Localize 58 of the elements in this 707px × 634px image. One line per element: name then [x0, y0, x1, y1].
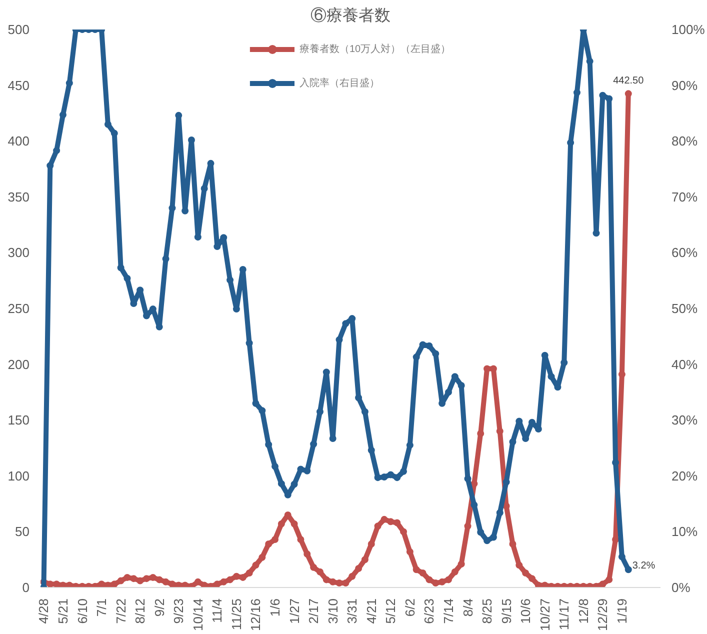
y-tick-label: 400 [8, 134, 30, 149]
x-tick-label: 12/16 [248, 598, 264, 632]
x-tick-label: 8/12 [132, 598, 148, 624]
x-tick-label: 11/4 [210, 598, 225, 623]
y-tick-label: 300 [8, 245, 30, 260]
x-tick-label: 10/6 [518, 598, 534, 624]
x-tick-label: 7/1 [94, 598, 110, 617]
x-tick-label: 10/27 [537, 598, 552, 632]
y2-tick-label: 20% [672, 468, 698, 484]
x-tick-label: 2/17 [306, 598, 322, 624]
x-tick-label: 8/4 [460, 598, 476, 617]
y2-tick-label: 50% [672, 301, 698, 316]
x-tick-label: 1/27 [286, 598, 302, 624]
x-tick-label: 6/2 [402, 598, 418, 617]
x-tick-label: 7/22 [113, 598, 128, 624]
y2-tick-label: 100% [672, 22, 706, 37]
legend-label: 療養者数（10万人対）（左目盛） [299, 42, 451, 56]
y2-tick-label: 60% [672, 245, 698, 260]
x-tick-label: 1/19 [614, 598, 630, 624]
y-tick-label: 200 [8, 356, 30, 372]
y-tick-label: 350 [8, 189, 30, 204]
legend-label: 入院率（右目盛） [299, 76, 380, 90]
y-tick-label: 150 [8, 412, 30, 428]
x-tick-label: 10/14 [190, 598, 206, 632]
x-tick-label: 9/23 [171, 598, 186, 624]
x-tick-label: 8/25 [480, 598, 495, 624]
y-tick-label: 500 [8, 22, 30, 37]
x-tick-label: 9/2 [152, 598, 167, 617]
y2-tick-label: 70% [672, 189, 698, 204]
y2-tick-label: 30% [672, 412, 698, 428]
chart-title: ⑥療養者数 [310, 6, 390, 24]
x-tick-label: 7/14 [440, 598, 456, 624]
y2-tick-label: 10% [672, 524, 698, 540]
y2-tick-label: 80% [672, 134, 698, 149]
x-tick-label: 4/21 [364, 598, 379, 624]
x-tick-label: 5/21 [55, 598, 70, 624]
data-label: 3.2% [632, 560, 656, 572]
x-tick-label: 9/15 [498, 598, 514, 624]
x-tick-label: 5/12 [383, 598, 398, 624]
x-tick-label: 3/31 [344, 598, 360, 624]
y-tick-label: 250 [8, 301, 30, 316]
x-tick-label: 11/25 [228, 598, 244, 630]
y-tick-label: 450 [8, 78, 30, 93]
x-tick-label: 6/10 [74, 598, 90, 624]
x-tick-label: 4/28 [36, 598, 52, 624]
y2-tick-label: 40% [672, 356, 698, 372]
x-tick-label: 1/6 [268, 598, 283, 617]
x-tick-label: 11/17 [556, 598, 572, 630]
y-tick-label: 100 [8, 468, 30, 484]
x-tick-label: 12/29 [595, 598, 610, 632]
y-tick-label: 0 [22, 580, 30, 595]
x-tick-label: 3/10 [325, 598, 340, 624]
x-tick-label: 6/23 [422, 598, 437, 624]
x-tick-label: 12/8 [576, 598, 591, 624]
y-tick-label: 50 [15, 524, 30, 540]
data-label: 442.50 [613, 76, 644, 87]
y2-tick-label: 0% [672, 580, 691, 595]
y2-tick-label: 90% [672, 78, 698, 93]
